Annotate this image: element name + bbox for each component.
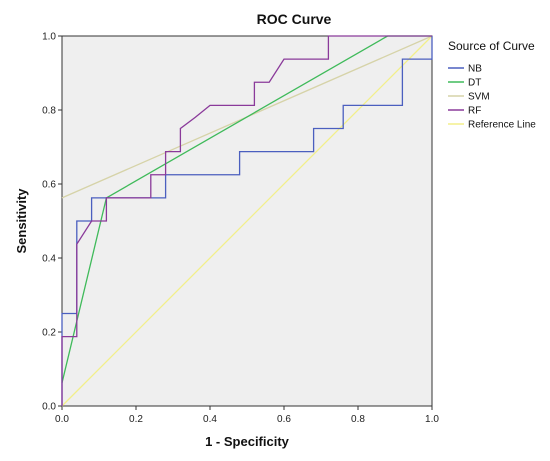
x-tick-label: 0.8 bbox=[351, 414, 365, 425]
y-tick-label: 0.4 bbox=[42, 254, 56, 265]
legend-title: Source of Curve bbox=[448, 39, 535, 53]
y-tick-label: 1.0 bbox=[42, 32, 56, 43]
x-tick-label: 0.6 bbox=[277, 414, 291, 425]
legend: Source of Curve NB DT SVM RF Reference Line bbox=[448, 39, 536, 131]
x-tick-label: 0.0 bbox=[55, 414, 69, 425]
legend-label-svm: SVM bbox=[468, 92, 490, 103]
chart-title: ROC Curve bbox=[257, 11, 332, 27]
legend-label-rf: RF bbox=[468, 106, 481, 117]
y-tick-label: 0.8 bbox=[42, 106, 56, 117]
series-rf-line bbox=[61, 35, 432, 406]
y-tick-label: 0.6 bbox=[42, 180, 56, 191]
y-tick-label: 0.2 bbox=[42, 328, 56, 339]
x-axis-label: 1 - Specificity bbox=[205, 434, 290, 449]
y-tick-label: 0.0 bbox=[42, 402, 56, 413]
x-tick-label: 0.4 bbox=[203, 414, 217, 425]
series-reference-line-line bbox=[61, 35, 433, 407]
legend-label-nb: NB bbox=[468, 64, 482, 75]
axis-ticks: 0.0 0.2 0.4 0.6 0.8 1.0 0.0 0.2 0.4 0.6 0.8 1.0 bbox=[42, 32, 439, 426]
x-tick-label: 1.0 bbox=[425, 414, 439, 425]
series-nb-line bbox=[61, 36, 433, 406]
legend-label-dt: DT bbox=[468, 78, 481, 89]
y-axis-label: Sensitivity bbox=[14, 188, 29, 254]
series-layer bbox=[61, 35, 433, 407]
x-tick-label: 0.2 bbox=[129, 414, 143, 425]
legend-label-reference-line: Reference Line bbox=[468, 120, 536, 131]
